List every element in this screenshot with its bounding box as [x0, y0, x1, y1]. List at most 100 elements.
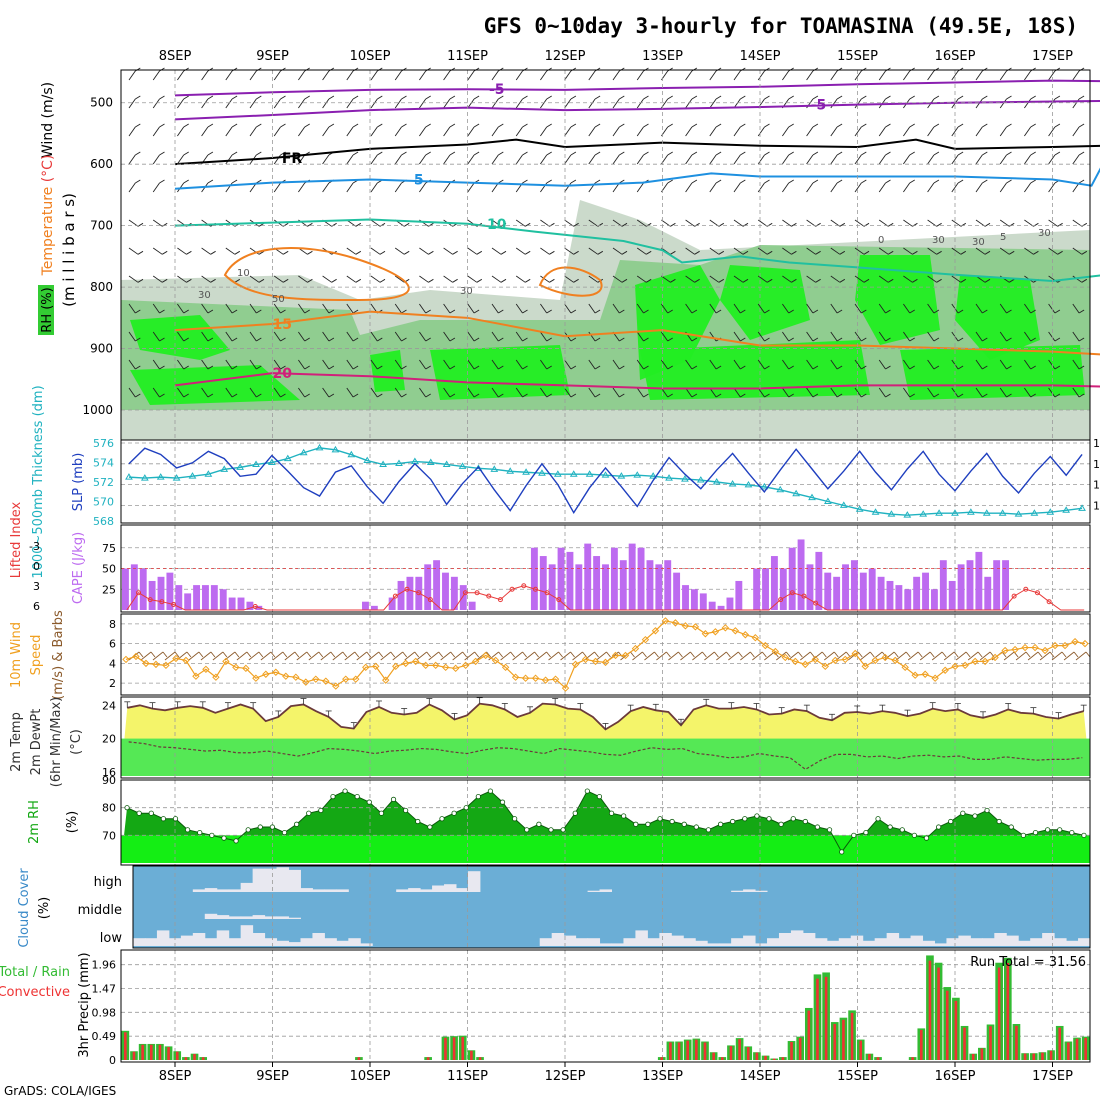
surface-barb [248, 651, 260, 661]
surface-barb [140, 651, 152, 661]
precip-convective-bar [738, 1039, 741, 1060]
cape-bar [193, 585, 201, 610]
wind-barb-flag [885, 123, 891, 128]
wind-barb [225, 98, 233, 109]
wind-barb [177, 359, 185, 370]
wind-barb-flag [836, 123, 843, 128]
wind-barb [733, 303, 741, 314]
wind-barb-flag [718, 250, 725, 255]
surface-barb-flag [893, 651, 899, 658]
wind-barb-flag [328, 67, 335, 72]
cape-axis-label: CAPE (J/kg) [71, 532, 86, 604]
surface-barb-flag [702, 651, 707, 658]
surface-barb [644, 651, 655, 661]
wind-barb-flag [839, 278, 846, 283]
wind-speed-marker [671, 619, 680, 627]
wind-barb-flag [715, 393, 722, 398]
thickness-marker [998, 509, 1007, 516]
minmax-axis-label-part: (6hr Min/Max) [49, 697, 64, 787]
surface-barb [380, 651, 392, 661]
cloud-low-bar [563, 935, 577, 946]
wind-barb-flag [667, 67, 673, 72]
wind-barb [709, 359, 717, 370]
wind-barb-flag [1030, 309, 1036, 314]
isotherm-label: FR [282, 151, 303, 167]
wind-barb-flag [957, 309, 964, 314]
cape-bar [717, 605, 725, 610]
wind-speed-axis-label-part: Speed [29, 635, 44, 676]
bottom-day-label: 11SEP [447, 1069, 488, 1084]
wind-barb [782, 182, 790, 193]
wind-speed-marker [591, 657, 600, 666]
wind-barb [975, 303, 983, 314]
lifted-index-marker [789, 590, 795, 596]
top-day-label: 13SEP [642, 49, 683, 64]
wind-speed-marker [242, 664, 250, 673]
cloud-low-bar [659, 933, 672, 946]
bottom-day-label: 9SEP [256, 1069, 289, 1084]
pressure-tick-label: 800 [90, 280, 113, 294]
thickness-marker [331, 445, 340, 453]
wind-barb [346, 387, 354, 398]
wind-barb-flag [573, 250, 579, 255]
rh-marker [754, 813, 760, 819]
cape-bar [148, 580, 156, 610]
wind-barb-flag [207, 151, 214, 156]
surface-barb [1075, 651, 1087, 661]
surface-barb-flag [474, 651, 480, 658]
wind-barb-flag [619, 67, 625, 72]
cloud-middle-bar [204, 913, 218, 919]
precip-convective-bar [1075, 1038, 1079, 1060]
wind-speed-marker [751, 633, 760, 642]
wind-barb-flag [1081, 278, 1088, 283]
wind-barb [733, 70, 741, 81]
wind-barb [903, 359, 911, 370]
wind-barb [540, 70, 548, 81]
thickness-tick-label: 568 [93, 515, 114, 528]
wind-barb-flag [498, 95, 504, 100]
wind-barb-flag [1081, 250, 1088, 255]
wind-barb-flag [1054, 337, 1061, 342]
cape-bar [575, 564, 583, 610]
cape-bar [388, 597, 396, 610]
wind-barb-flag [788, 337, 794, 342]
wind-barb-flag [933, 393, 940, 398]
wind-barb [588, 275, 599, 283]
wind-barb-flag [885, 393, 891, 398]
precip-convective-bar [686, 1040, 689, 1060]
wind-barb [975, 247, 986, 255]
surface-barb-flag [510, 651, 515, 658]
wind-barb [975, 70, 983, 81]
cloud-high-bar [396, 889, 409, 892]
wind-barb-flag [328, 123, 335, 128]
surface-barb-flag [258, 651, 264, 658]
slp-line [128, 447, 1083, 515]
lifted-index-marker [136, 590, 142, 596]
wind-barb-flag [401, 365, 407, 370]
wind-barb-flag [159, 67, 165, 72]
wind-barb-flag [570, 309, 577, 314]
surface-barb-flag [797, 651, 803, 658]
wind-frame [120, 613, 1091, 696]
surface-barb-flag [857, 651, 863, 658]
precip-axis-label-part: 3hr Precip (mm) [77, 952, 92, 1057]
wind-barb [757, 126, 765, 137]
wind-barb-flag [863, 250, 870, 255]
wind-barb-flag [1078, 123, 1085, 128]
wind-barb-flag [304, 393, 310, 398]
wind-barb-flag [377, 393, 383, 398]
wind-barb-flag [231, 337, 238, 342]
wind-barb-flag [449, 123, 456, 128]
lifted-index-line [126, 585, 1085, 611]
cloud-low-bar [755, 943, 768, 946]
cape-bar [682, 585, 689, 610]
isotherm-label: -5 [811, 98, 827, 114]
rh-marker [427, 824, 433, 830]
wind-barb [346, 247, 357, 255]
wind-barb [419, 126, 427, 137]
wind-barb-flag [159, 123, 165, 128]
wind-barb-flag [861, 95, 867, 100]
wind-barb-flag [887, 278, 894, 283]
wind-barb-flag [1057, 222, 1063, 227]
